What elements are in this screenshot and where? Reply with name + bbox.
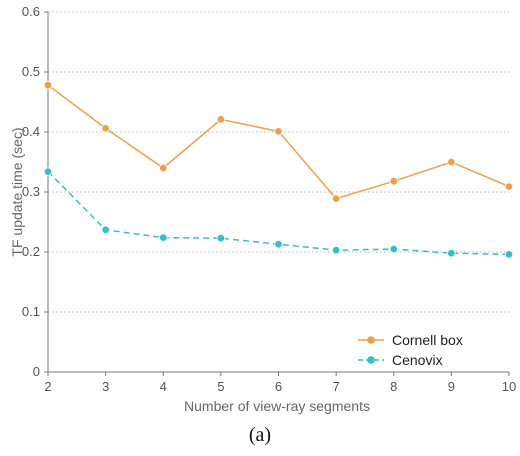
x-tick-label-4: 6: [275, 379, 282, 394]
line-chart: 0 0.1 0.2 0.3 0.4 0.5 0.6 2 3 4 5 6 7 8 9 10 Cornell bo…: [9, 4, 516, 414]
cornell-box-point-8: [504, 182, 514, 191]
x-tick-label-7: 9: [448, 379, 455, 394]
cornell-box-point-3: [216, 115, 226, 124]
figure-caption: (a): [248, 424, 272, 446]
y-tick-label-1: 0.1: [22, 304, 40, 319]
y-tick-label-2: 0.2: [22, 244, 40, 259]
cenovix-point-6: [389, 244, 398, 254]
tick-labels: 0 0.1 0.2 0.3 0.4 0.5 0.6 2 3 4 5 6 7 8 9 10: [22, 4, 516, 394]
x-tick-label-2: 4: [160, 379, 167, 394]
x-tick-label-1: 3: [102, 379, 109, 394]
y-axis-label: TF update time (sec): [9, 127, 25, 256]
cornell-box-point-7: [447, 157, 456, 167]
cenovix-point-4: [274, 239, 283, 249]
legend-marker-cenovix: [367, 356, 375, 364]
cenovix-point-3: [216, 233, 226, 243]
cenovix-point-0: [43, 167, 53, 176]
cornell-box-point-0: [43, 80, 53, 90]
cornell-box-point-4: [274, 127, 283, 136]
cornell-box-point-5: [331, 194, 341, 203]
cornell-box-line: [47, 84, 510, 200]
cenovix-point-8: [504, 250, 514, 259]
y-tick-label-0: 0: [33, 364, 40, 379]
y-tick-label-6: 0.6: [22, 4, 40, 19]
x-tick-label-6: 8: [390, 379, 397, 394]
x-tick-label-5: 7: [333, 379, 340, 394]
legend-label-cenovix: Cenovix: [392, 352, 443, 368]
x-tick-label-8: 10: [502, 379, 516, 394]
x-tick-label-3: 5: [217, 379, 224, 394]
legend-marker-cornell-box: [367, 336, 375, 344]
cenovix-point-5: [331, 245, 341, 255]
cenovix-point-1: [101, 225, 110, 234]
x-tick-label-0: 2: [44, 379, 51, 394]
y-tick-label-5: 0.5: [22, 64, 40, 79]
x-axis-label: Number of view-ray segments: [184, 398, 370, 414]
y-tick-label-4: 0.4: [22, 124, 40, 139]
y-tick-label-3: 0.3: [22, 184, 40, 199]
cornell-box-point-2: [159, 163, 168, 173]
cornell-box-point-1: [101, 124, 110, 133]
cenovix-point-7: [447, 248, 456, 258]
axes: [44, 11, 510, 376]
cenovix-point-2: [159, 233, 168, 242]
series-lines: [43, 80, 514, 259]
legend: Cornell box Cenovix: [358, 332, 463, 368]
legend-label-cornell-box: Cornell box: [392, 332, 463, 348]
grid-lines: [48, 11, 509, 313]
cornell-box-point-6: [389, 176, 398, 186]
